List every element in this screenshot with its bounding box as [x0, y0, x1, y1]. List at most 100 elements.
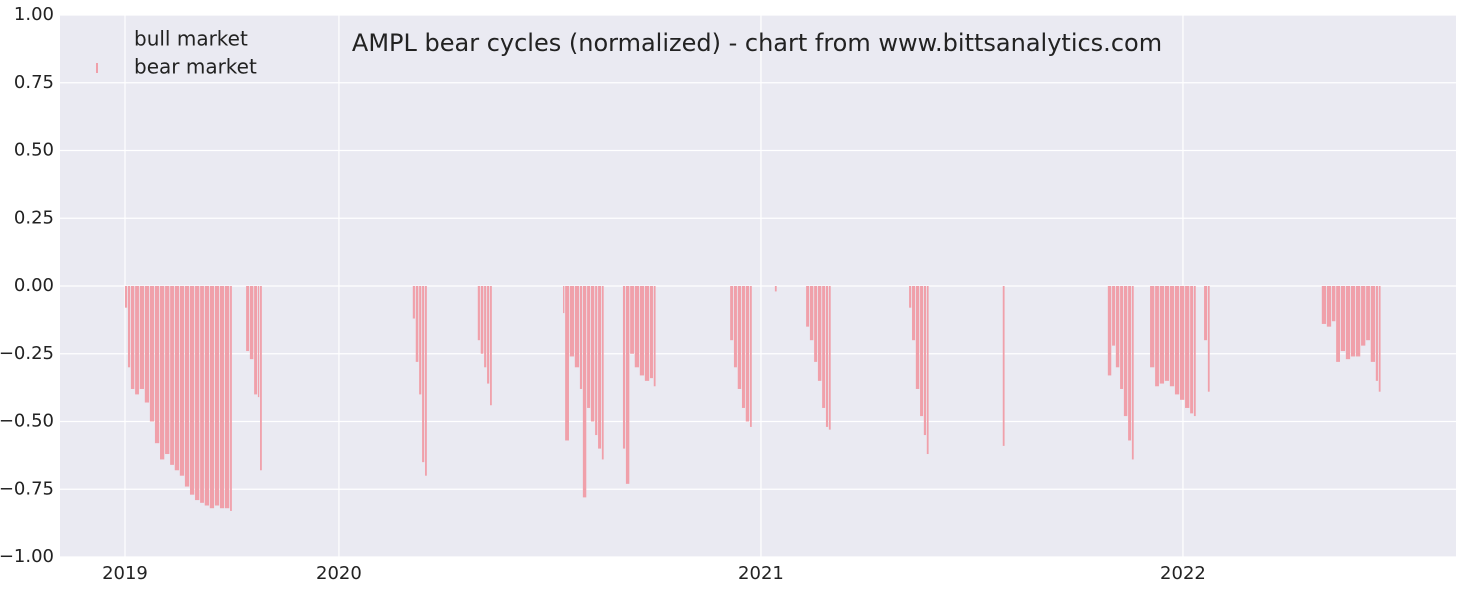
bar — [1131, 286, 1134, 460]
bar — [737, 286, 742, 389]
bar — [144, 286, 150, 403]
bar — [1361, 286, 1366, 346]
bar — [246, 286, 250, 352]
bar — [639, 286, 645, 376]
x-tick-label: 2019 — [102, 563, 148, 584]
bar — [214, 286, 220, 506]
bar — [179, 286, 185, 476]
bar — [1190, 286, 1194, 414]
bar — [1128, 286, 1132, 441]
bar — [909, 286, 912, 308]
bar — [1370, 286, 1376, 362]
y-tick-label: 0.75 — [14, 72, 54, 93]
bar — [1204, 286, 1208, 341]
y-tick-label: 0.25 — [14, 207, 54, 228]
bar — [634, 286, 640, 368]
bar — [601, 286, 604, 460]
bar — [1355, 286, 1361, 357]
bar — [1336, 286, 1340, 362]
bar — [127, 286, 131, 368]
bar — [730, 286, 734, 341]
bar — [809, 286, 814, 341]
bar — [574, 286, 580, 368]
bar — [204, 286, 210, 506]
bar — [1375, 286, 1378, 381]
bar — [490, 286, 492, 406]
bar — [139, 286, 145, 389]
bar — [1002, 286, 1005, 446]
bar — [817, 286, 822, 381]
bar — [154, 286, 160, 444]
bar — [130, 286, 135, 389]
y-tick-label: 1.00 — [14, 4, 54, 25]
bar — [1150, 286, 1155, 368]
bar — [644, 286, 650, 381]
bar — [814, 286, 818, 362]
bar — [1185, 286, 1190, 408]
bar — [477, 286, 480, 341]
x-tick-label: 2020 — [316, 563, 362, 584]
bar — [912, 286, 916, 341]
bar — [915, 286, 920, 389]
x-tick-label: 2022 — [1160, 563, 1206, 584]
bar — [174, 286, 180, 471]
bar — [1331, 286, 1336, 322]
y-tick-label: −0.50 — [0, 411, 54, 432]
bar — [480, 286, 484, 354]
bar — [484, 286, 487, 368]
bar — [653, 286, 656, 387]
bar — [806, 286, 810, 327]
bar — [1350, 286, 1356, 357]
bar — [565, 286, 569, 441]
bar — [1164, 286, 1170, 381]
bar — [733, 286, 737, 368]
bar — [419, 286, 422, 395]
legend-label: bull market — [134, 27, 248, 51]
bar — [230, 286, 232, 511]
bar — [170, 286, 174, 465]
bar — [825, 286, 829, 427]
bar — [1340, 286, 1346, 352]
bar — [1207, 286, 1210, 392]
bar — [1174, 286, 1180, 395]
bar — [184, 286, 190, 487]
bar — [1123, 286, 1128, 417]
bar — [774, 286, 777, 292]
bar — [219, 286, 225, 509]
bar — [189, 286, 195, 495]
legend-label: bear market — [134, 55, 257, 79]
legend-marker — [96, 63, 98, 73]
bar — [822, 286, 826, 408]
bar — [1321, 286, 1327, 324]
bar — [582, 286, 587, 498]
bar — [422, 286, 425, 463]
bar — [1378, 286, 1381, 392]
bar — [569, 286, 575, 357]
bar — [749, 286, 752, 427]
bar — [1345, 286, 1351, 360]
bar — [225, 286, 230, 509]
legend: bull market bear market — [96, 27, 257, 79]
bar — [254, 286, 258, 395]
bar — [923, 286, 927, 436]
bar — [195, 286, 200, 501]
bar — [590, 286, 595, 422]
bar — [920, 286, 924, 417]
bar — [595, 286, 598, 436]
bar — [563, 286, 565, 314]
bar — [209, 286, 215, 509]
y-tick-label: 0.00 — [14, 275, 54, 296]
bar — [1120, 286, 1124, 389]
bar — [412, 286, 415, 319]
bar — [1159, 286, 1165, 384]
bars — [124, 286, 1381, 511]
bar — [425, 286, 427, 476]
y-tick-label: 0.50 — [14, 140, 54, 161]
bar — [1193, 286, 1196, 417]
bar — [625, 286, 630, 484]
bar — [257, 286, 260, 398]
bar — [1155, 286, 1159, 387]
bar — [926, 286, 929, 455]
bar — [649, 286, 653, 379]
bar — [1169, 286, 1175, 387]
